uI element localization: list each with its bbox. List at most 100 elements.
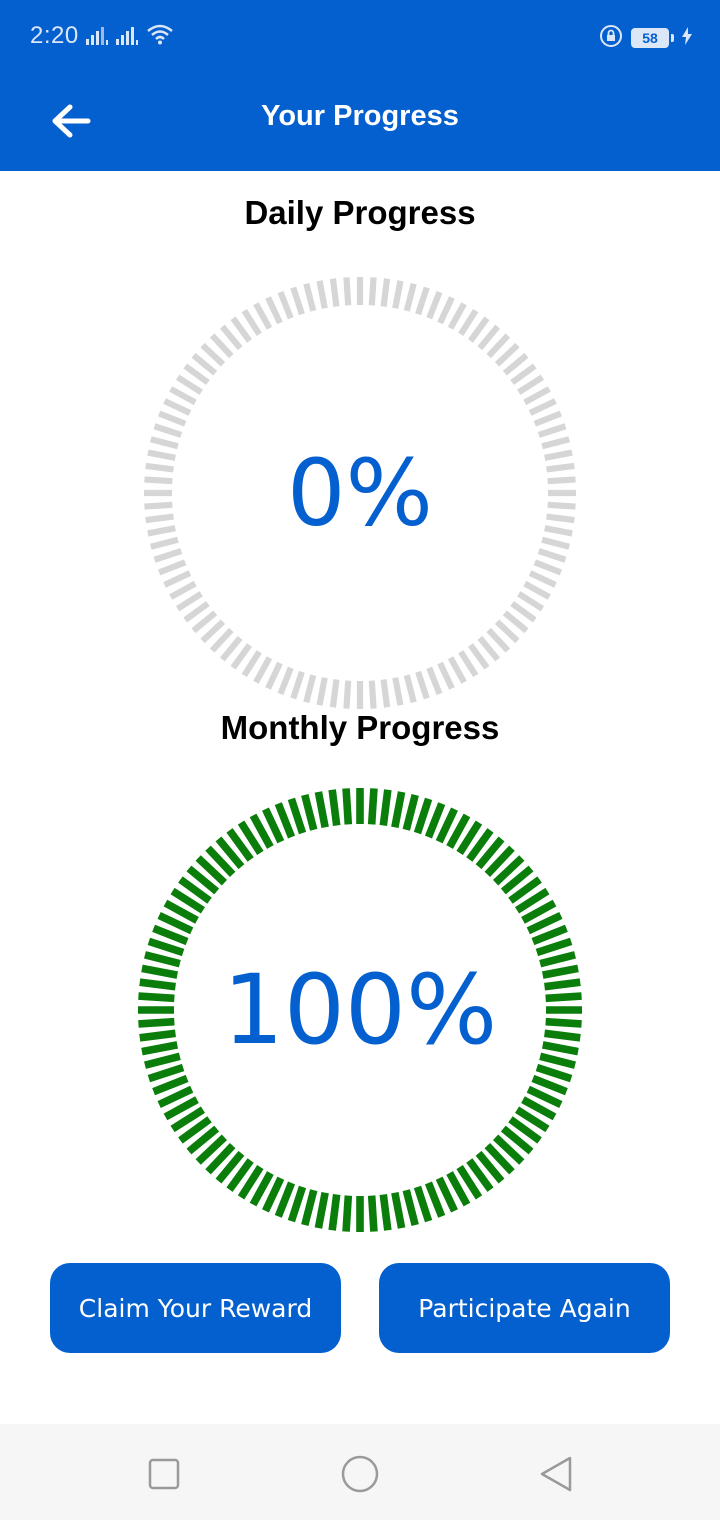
daily-ring-segment	[517, 591, 545, 612]
monthly-ring-segment-filled	[138, 992, 175, 1003]
daily-ring-segment	[343, 277, 352, 306]
monthly-ring-segment-filled	[466, 828, 494, 862]
daily-ring-segment	[458, 308, 479, 336]
back-triangle-icon[interactable]	[534, 1452, 578, 1496]
monthly-ring-segment-filled	[545, 1017, 582, 1028]
daily-ring-segment	[368, 680, 377, 709]
participate-again-button[interactable]: Participate Again	[379, 1263, 670, 1353]
monthly-ring-segment-filled	[139, 1029, 176, 1042]
daily-ring-segment	[537, 548, 567, 563]
daily-ring-segment	[494, 619, 520, 644]
daily-ring-segment	[147, 449, 176, 461]
monthly-ring-segment-filled	[163, 1096, 199, 1121]
monthly-ring-segment-filled	[475, 836, 505, 870]
monthly-ring-segment-filled	[544, 978, 581, 991]
monthly-ring-segment-filled	[535, 1063, 573, 1083]
daily-ring-segment	[458, 650, 479, 678]
daily-ring-segment	[541, 436, 570, 450]
monthly-ring-segment-filled	[541, 1041, 579, 1056]
daily-ring-segment	[303, 674, 317, 703]
monthly-ring-segment-filled	[249, 1171, 274, 1207]
monthly-ring-segment-filled	[545, 992, 582, 1003]
daily-ring-segment	[183, 363, 210, 386]
daily-ring-segment	[329, 278, 340, 307]
monthly-ring-segment-filled	[466, 1158, 494, 1192]
monthly-ring-segment-filled	[170, 1106, 205, 1133]
monthly-ring-segment-filled	[262, 807, 285, 844]
monthly-ring-segment-filled	[541, 964, 579, 979]
daily-ring-segment	[329, 679, 340, 708]
monthly-ring-segment-filled	[526, 1085, 563, 1108]
monthly-ring-segment-filled	[178, 1116, 212, 1144]
claim-reward-button[interactable]: Claim Your Reward	[50, 1263, 341, 1353]
arrow-left-icon	[51, 103, 91, 144]
daily-ring-segment	[403, 283, 417, 312]
status-icons-right: 58	[599, 24, 692, 52]
daily-ring-segment	[380, 679, 391, 708]
daily-ring-segment	[510, 600, 537, 623]
home-circle-icon[interactable]	[338, 1452, 382, 1496]
daily-ring-segment	[528, 570, 557, 588]
daily-ring-segment	[528, 398, 557, 416]
monthly-ring-segment-filled	[301, 1189, 318, 1226]
daily-ring-segment	[265, 661, 283, 690]
daily-ring-segment	[502, 610, 529, 634]
back-button[interactable]	[40, 92, 102, 154]
daily-ring-segment	[467, 316, 490, 343]
monthly-ring-segment-filled	[521, 899, 557, 924]
monthly-ring-segment-filled	[314, 791, 329, 829]
daily-ring-segment	[447, 302, 467, 330]
daily-ring-segment	[265, 296, 283, 325]
daily-ring-segment	[169, 580, 197, 600]
monthly-ring-segment-filled	[144, 951, 181, 968]
daily-ring-segment	[533, 410, 562, 427]
monthly-ring-segment-filled	[435, 1176, 458, 1213]
daily-ring-segment	[169, 386, 197, 406]
monthly-ring-segment-filled	[195, 1134, 228, 1165]
monthly-ring-segment-filled	[226, 1158, 254, 1192]
daily-ring-segment	[200, 619, 226, 644]
daily-ring-segment	[437, 296, 455, 325]
monthly-ring-segment-filled	[367, 1195, 378, 1232]
daily-ring-segment	[494, 342, 520, 367]
daily-ring-segment	[368, 277, 377, 306]
monthly-ring-segment-filled	[484, 1142, 515, 1175]
monthly-ring-segment-filled	[446, 1171, 471, 1207]
monthly-ring-segment-filled	[531, 1074, 568, 1096]
signal-icon	[86, 25, 108, 50]
daily-ring-segment	[403, 674, 417, 703]
daily-progress-ring: 0%	[140, 273, 580, 713]
daily-ring-segment	[144, 476, 173, 485]
battery-icon: 58	[631, 28, 674, 48]
daily-ring-segment	[303, 283, 317, 312]
monthly-ring-segment-filled	[484, 845, 515, 878]
daily-ring-segment	[477, 324, 501, 351]
monthly-ring-segment-filled	[274, 802, 296, 839]
monthly-ring-segment-filled	[157, 1085, 194, 1108]
monthly-ring-segment-filled	[274, 1181, 296, 1218]
daily-ring-segment	[209, 627, 234, 653]
status-bar: 2:20	[0, 0, 720, 76]
monthly-ring-segment-filled	[138, 1017, 175, 1028]
monthly-ring-segment-filled	[424, 1181, 446, 1218]
daily-ring-segment	[517, 374, 545, 395]
recents-square-icon[interactable]	[142, 1452, 186, 1496]
daily-ring-segment	[241, 308, 262, 336]
monthly-ring-segment-filled	[379, 1194, 392, 1231]
monthly-ring-segment-filled	[205, 845, 236, 878]
monthly-ring-segment-filled	[500, 1125, 534, 1155]
daily-ring-segment	[158, 559, 187, 576]
monthly-ring-segment-filled	[152, 924, 189, 946]
monthly-ring-segment-filled	[215, 836, 245, 870]
monthly-ring-segment-filled	[163, 899, 199, 924]
app-bar: Your Progress	[0, 76, 720, 171]
daily-ring-segment	[426, 291, 443, 320]
monthly-ring-segment-filled	[535, 937, 573, 957]
monthly-ring-segment-filled	[402, 1189, 419, 1226]
daily-ring-segment	[415, 670, 430, 700]
daily-ring-segment	[290, 286, 305, 316]
monthly-ring-segment-filled	[147, 1063, 185, 1083]
daily-ring-segment	[150, 536, 179, 550]
monthly-ring-segment-filled	[424, 802, 446, 839]
monthly-ring-segment-filled	[544, 1029, 581, 1042]
